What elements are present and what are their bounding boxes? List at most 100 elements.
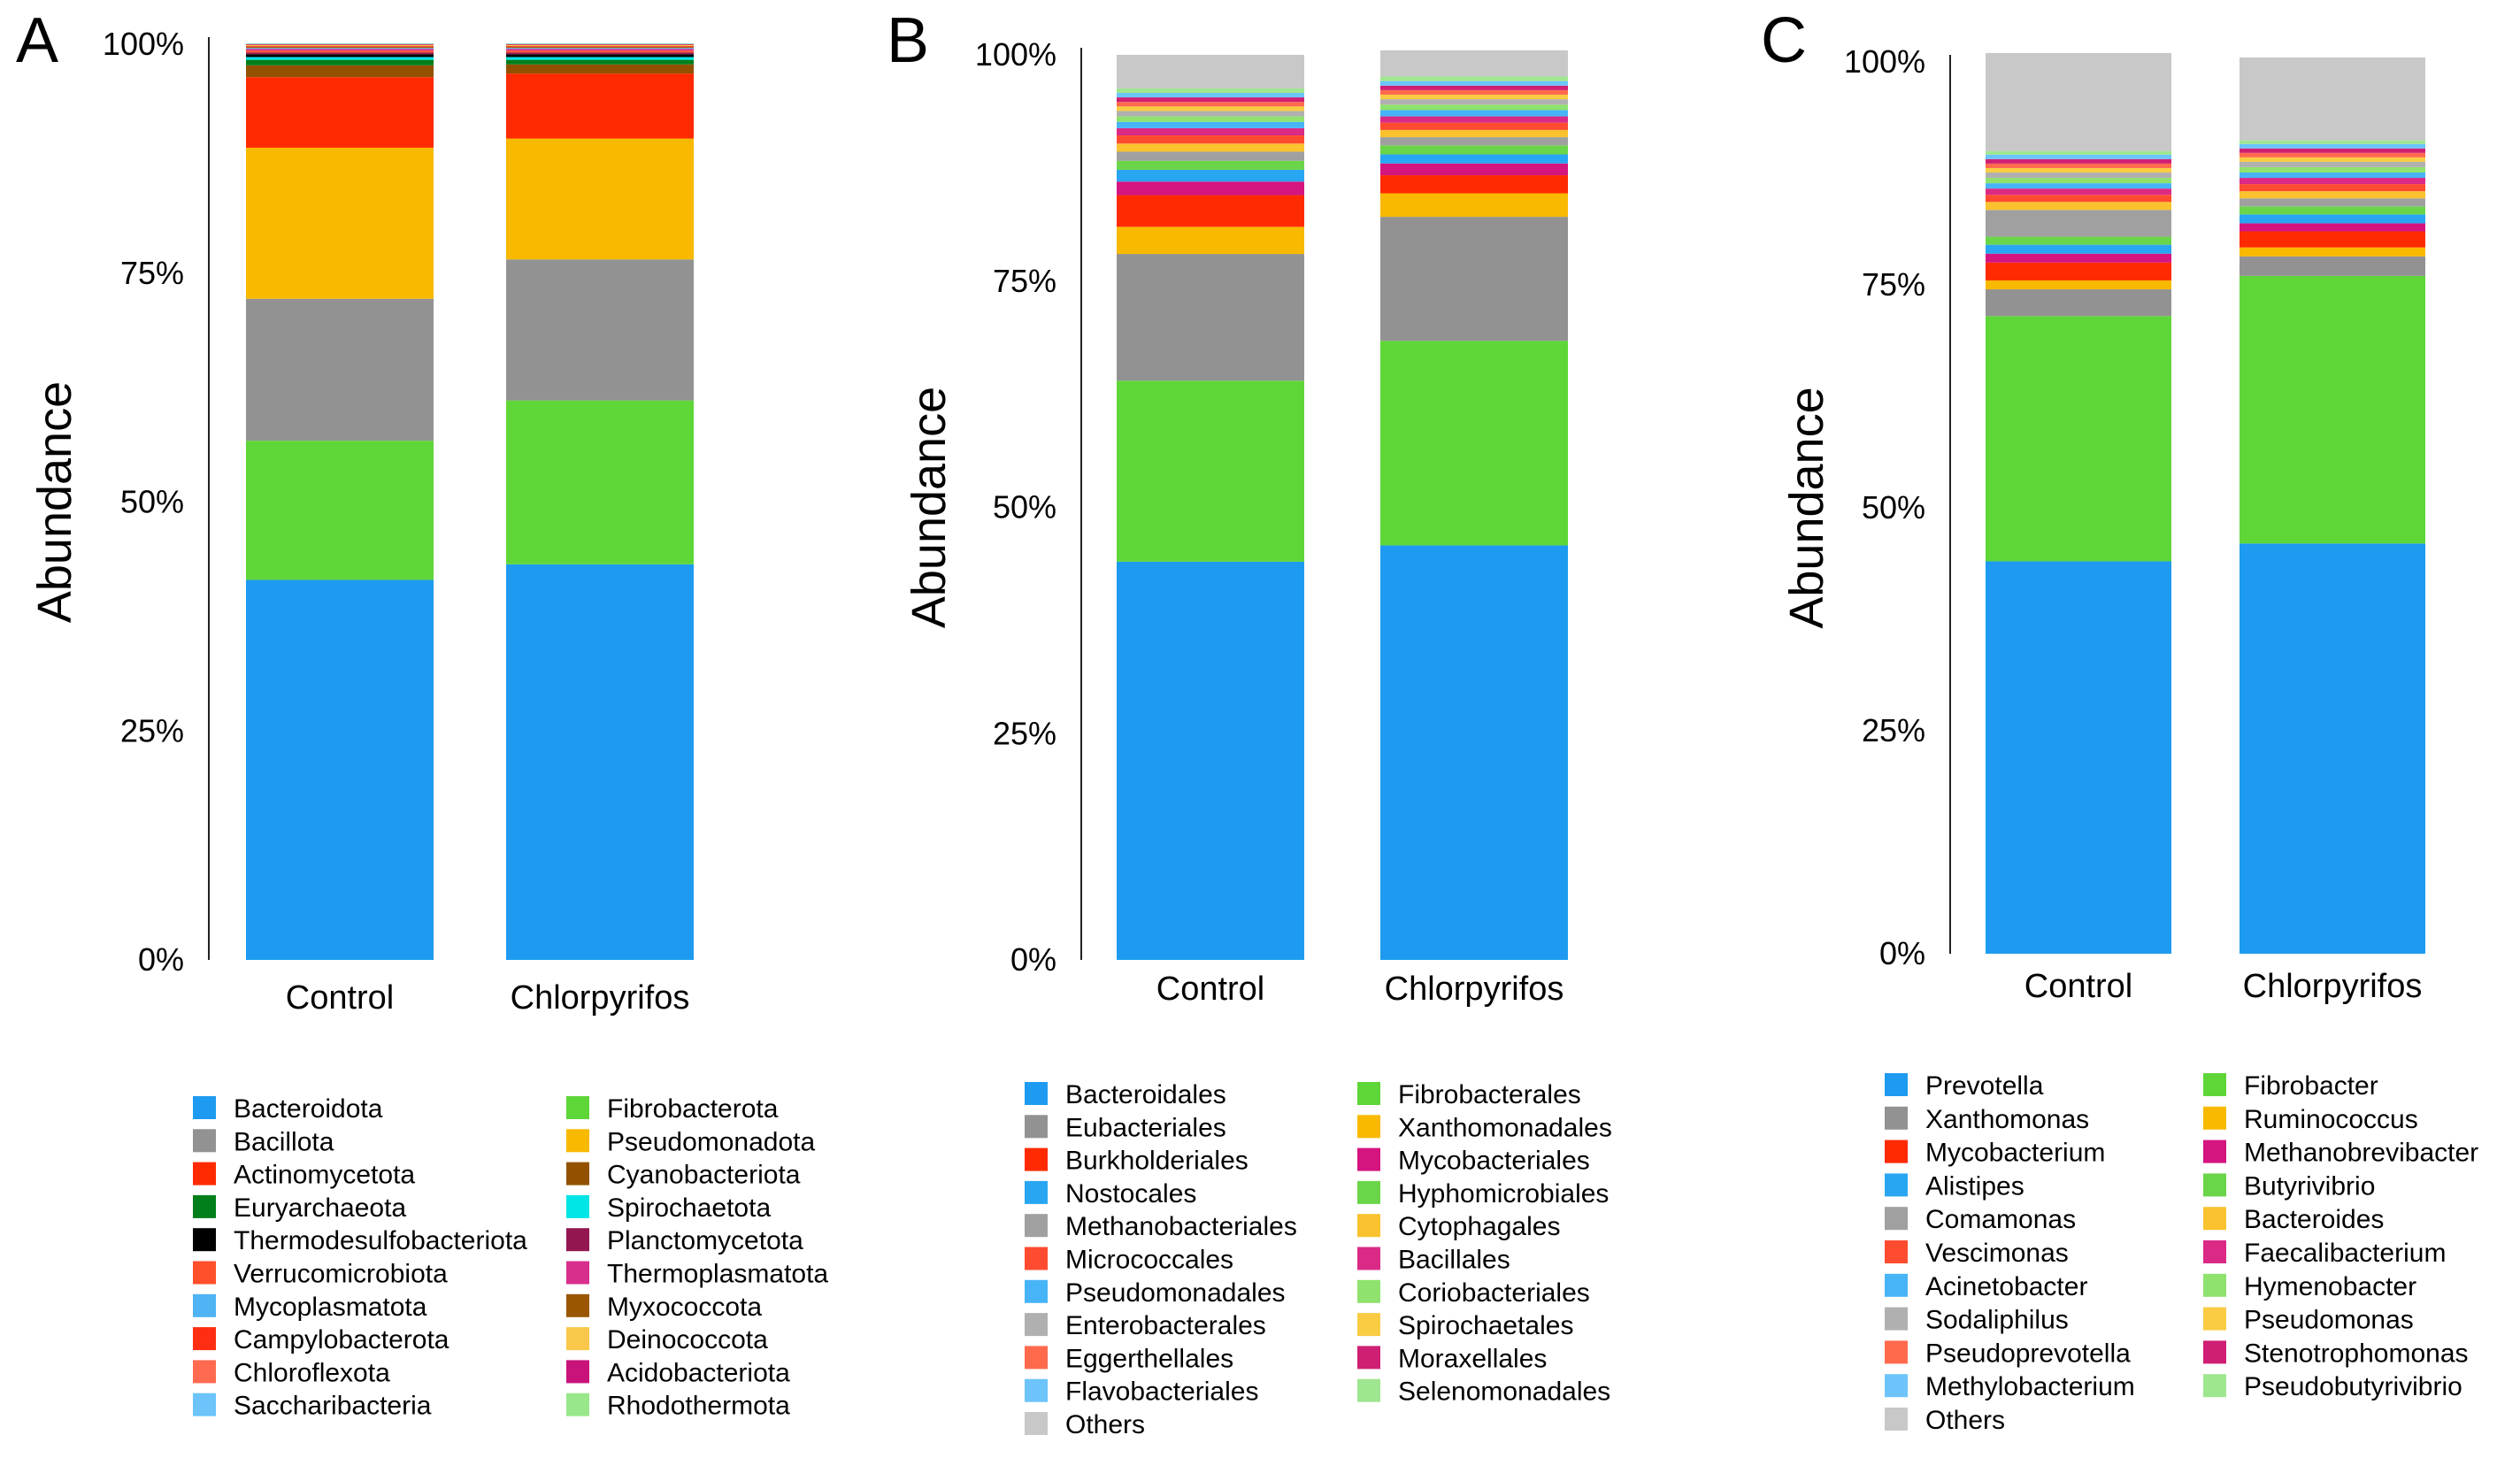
bar-segment-xanthomonadales [1117, 226, 1304, 255]
bar-segment-planctomycetota [246, 52, 434, 55]
y-tick-label: 0% [1010, 941, 1056, 978]
legend-entry: Vescimonas [1925, 1239, 2069, 1268]
legend-entry: Stenotrophomonas [2244, 1339, 2469, 1368]
bar-segment-euryarchaeota [506, 59, 694, 65]
legend-swatch [1357, 1313, 1380, 1337]
legend-entry: Xanthomonas [1925, 1105, 2089, 1134]
legend-swatch [2203, 1273, 2226, 1297]
legend-swatch [566, 1194, 589, 1218]
bar-segment-saccharibacteria [246, 43, 434, 44]
legend-entry: Spirochaetales [1398, 1311, 1573, 1340]
bar-segment-pseudobutyrivibrio [2240, 140, 2425, 144]
bar-segment-acidobacteriota [246, 44, 434, 45]
legend-entry: Hyphomicrobiales [1398, 1179, 1609, 1209]
legend-entry: Actinomycetota [234, 1161, 415, 1190]
bar-segment-spirochaetota [506, 57, 694, 60]
legend-swatch [1885, 1340, 1908, 1364]
bar-segment-cytophagales [1380, 129, 1568, 138]
bar-segment-spirochaetales [1380, 95, 1568, 100]
bar-segment-thermodesulfobacteriota [506, 54, 694, 58]
bar-segment-pseudomonas [1986, 167, 2171, 173]
bar-segment-fibrobacter [1986, 316, 2171, 562]
legend-swatch [1885, 1408, 1908, 1431]
y-tick-label: 25% [120, 712, 184, 748]
legend-entry: Cytophagales [1398, 1212, 1560, 1241]
legend-entry: Methylobacterium [1925, 1372, 2135, 1401]
legend-entry: Deinococcota [607, 1325, 768, 1354]
bar-segment-actinomycetota [246, 77, 434, 148]
bar-segment-ruminococcus [1986, 280, 2171, 290]
legend-swatch [2203, 1073, 2226, 1096]
bar-segment-others [2240, 57, 2425, 141]
legend-swatch [1357, 1279, 1380, 1303]
legend-swatch [1025, 1279, 1048, 1303]
bar-segment-xanthomonas [2240, 256, 2425, 276]
legend-swatch [1885, 1173, 1908, 1197]
bar-segment-methanobrevibacter [2240, 223, 2425, 232]
y-tick-label: 0% [138, 941, 184, 978]
legend-swatch [2203, 1207, 2226, 1231]
bar-segment-methanobacteriales [1380, 137, 1568, 146]
y-tick-label: 25% [993, 715, 1056, 751]
legend-swatch [1357, 1180, 1380, 1204]
bar-segment-hyphomicrobiales [1380, 145, 1568, 155]
bar-segment-thermoplasmatota [506, 49, 694, 51]
bar-segment-mycobacteriales [1117, 181, 1304, 196]
x-tick-label: Control [1156, 971, 1265, 1008]
legend-swatch [1357, 1378, 1380, 1402]
y-tick-label: 50% [120, 484, 184, 520]
bar-segment-fibrobacterota [246, 441, 434, 580]
bar-segment-rhodothermota [246, 42, 434, 44]
legend-entry: Pseudobutyrivibrio [2244, 1372, 2462, 1401]
bar-segment-selenomonadales [1117, 88, 1304, 93]
bar-segment-mycobacterium [1986, 262, 2171, 280]
legend-swatch [193, 1393, 216, 1416]
bar-segment-acinetobacter [2240, 172, 2425, 179]
bar-segment-sodaliphilus [1986, 172, 2171, 179]
bar-segment-euryarchaeota [246, 59, 434, 65]
legend-entry: Bacteroides [2244, 1205, 2384, 1234]
bar-segment-enterobacterales [1117, 111, 1304, 117]
bar-segment-burkholderiales [1380, 175, 1568, 194]
panel-letter: B [887, 5, 929, 76]
panel-b: B 0% 25% 50% 75% 100% Abundance Control Chlorpyr… [887, 5, 1612, 1439]
bar-segment-xanthomonas [1986, 289, 2171, 317]
legend-entry: Mycobacterium [1925, 1139, 2105, 1168]
legend-entry: Hymenobacter [2244, 1272, 2416, 1301]
legend-swatch [1357, 1247, 1380, 1270]
legend-swatch [566, 1129, 589, 1153]
legend-swatch [566, 1096, 589, 1119]
y-axis-label: Abundance [1780, 387, 1833, 628]
legend-swatch [566, 1393, 589, 1416]
legend-entry: Acinetobacter [1925, 1272, 2087, 1301]
bar-segment-deinococcota [246, 45, 434, 47]
legend-entry: Rhodothermota [607, 1392, 790, 1421]
bar-segment-flavobacteriales [1117, 92, 1304, 98]
legend-entry: Faecalibacterium [2244, 1239, 2446, 1268]
bar-segment-alistipes [1986, 244, 2171, 254]
bar-segment-pseudomonadota [246, 147, 434, 299]
bar-segment-bacteroides [1986, 202, 2171, 211]
bar-segment-myxococcota [246, 47, 434, 49]
bar-segment-bacteroidales [1117, 561, 1304, 960]
bar-segment-vescimonas [2240, 184, 2425, 192]
bar-segment-bacillales [1117, 127, 1304, 136]
bar-segment-butyrivibrio [1986, 236, 2171, 245]
bar-segment-bacillales [1380, 116, 1568, 123]
bar-segment-bacteroidota [246, 579, 434, 960]
bar-segment-cyanobacteriota [246, 65, 434, 78]
legend-swatch [1025, 1147, 1048, 1171]
bar-segment-campylobacterota [506, 46, 694, 48]
bar-segment-pseudomonadota [506, 138, 694, 260]
legend-entry: Fibrobacterota [607, 1094, 779, 1124]
legend-swatch [566, 1228, 589, 1252]
legend-entry: Burkholderiales [1065, 1147, 1248, 1176]
y-axis-label: Abundance [903, 387, 956, 628]
x-tick-label: Control [286, 979, 395, 1017]
legend-entry: Pseudomonadota [607, 1127, 815, 1156]
bar-segment-bacteroidales [1380, 545, 1568, 960]
legend-swatch [566, 1327, 589, 1351]
bar-segment-eggerthellales [1117, 102, 1304, 107]
legend-entry: Alistipes [1925, 1171, 2024, 1201]
legend-swatch [193, 1228, 216, 1252]
